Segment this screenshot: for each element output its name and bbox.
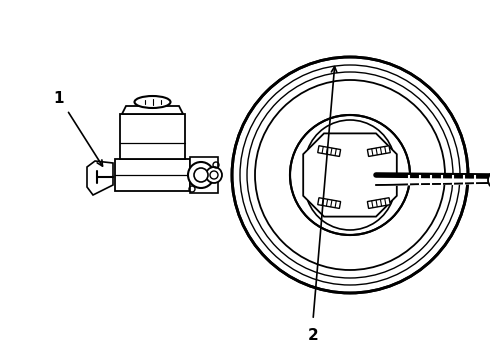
Polygon shape: [190, 157, 218, 193]
Polygon shape: [318, 146, 341, 157]
Circle shape: [194, 168, 208, 182]
Circle shape: [210, 171, 218, 179]
Circle shape: [290, 115, 410, 235]
Polygon shape: [368, 146, 390, 157]
Text: 2: 2: [308, 328, 319, 342]
Polygon shape: [120, 114, 185, 159]
Circle shape: [232, 57, 468, 293]
Ellipse shape: [134, 96, 171, 108]
Polygon shape: [122, 106, 183, 114]
Circle shape: [206, 167, 222, 183]
Polygon shape: [368, 198, 390, 208]
Circle shape: [322, 147, 378, 203]
Circle shape: [488, 171, 490, 189]
Polygon shape: [303, 134, 397, 217]
Polygon shape: [318, 198, 341, 208]
Circle shape: [188, 162, 214, 188]
Bar: [115, 159, 190, 191]
Polygon shape: [87, 161, 113, 195]
Text: 1: 1: [54, 90, 64, 105]
